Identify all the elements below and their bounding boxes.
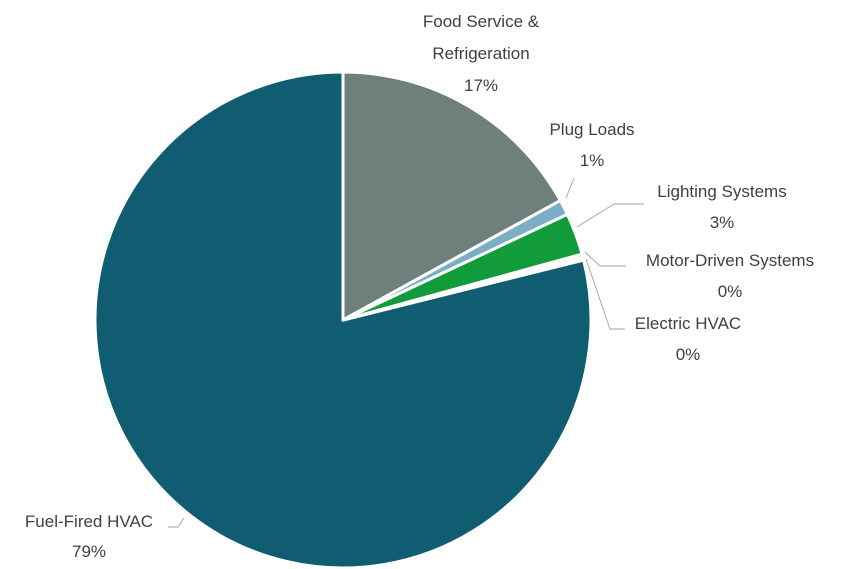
label-motor-driven-systems-value: 0% [718, 282, 743, 301]
pie-slices [93, 70, 593, 569]
leader-electric-hvac [585, 258, 625, 330]
slice-food-service [341, 70, 562, 322]
label-electric-hvac-value: 0% [676, 345, 701, 364]
label-food-service-value: 17% [464, 76, 498, 95]
label-fuel-fired-hvac-value: 79% [72, 542, 106, 561]
label-plug-loads: Plug Loads [549, 120, 634, 139]
label-lighting-systems-value: 3% [710, 213, 735, 232]
leader-lighting-systems [576, 203, 644, 228]
leader-motor-driven-systems [584, 251, 626, 267]
label-food-service: Food Service & Refrigeration [423, 12, 540, 63]
slice-electric-hvac [341, 255, 586, 322]
leader-lines [168, 177, 644, 528]
leader-fuel-fired-hvac [168, 517, 185, 528]
label-electric-hvac: Electric HVAC [635, 314, 741, 333]
label-plug-loads-value: 1% [580, 151, 605, 170]
leader-plug-loads [565, 177, 575, 199]
label-motor-driven-systems: Motor-Driven Systems [646, 251, 814, 270]
label-lighting-systems: Lighting Systems [657, 182, 786, 201]
label-fuel-fired-hvac: Fuel-Fired HVAC [25, 512, 153, 531]
